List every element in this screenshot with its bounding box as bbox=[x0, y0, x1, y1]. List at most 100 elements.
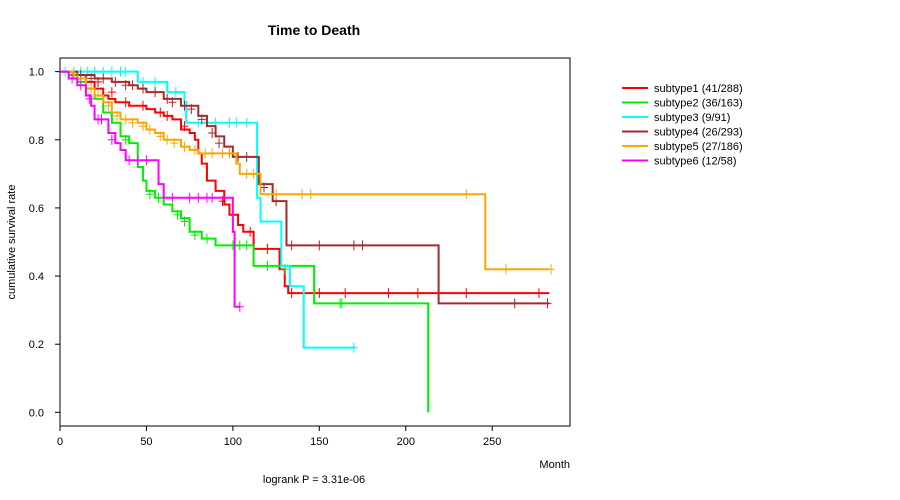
censor-mark bbox=[272, 189, 281, 200]
censor-mark bbox=[208, 148, 217, 159]
censor-mark bbox=[225, 117, 234, 128]
logrank-annotation: logrank P = 3.31e-06 bbox=[263, 474, 365, 486]
censor-mark bbox=[94, 90, 103, 101]
censor-mark bbox=[121, 66, 130, 77]
survival-curve bbox=[60, 70, 240, 308]
y-tick-label: 0.2 bbox=[29, 339, 44, 351]
censor-mark bbox=[138, 121, 147, 132]
censor-mark bbox=[215, 138, 224, 149]
censor-mark bbox=[171, 87, 180, 98]
x-tick-label: 200 bbox=[397, 436, 415, 448]
legend-entry: subtype3 (9/91) bbox=[654, 112, 730, 124]
censor-mark bbox=[242, 168, 251, 179]
censor-mark bbox=[201, 148, 210, 159]
legend-entry: subtype1 (41/288) bbox=[654, 83, 743, 95]
y-tick-label: 0.4 bbox=[29, 271, 44, 283]
censor-mark bbox=[228, 240, 237, 251]
censor-mark bbox=[156, 107, 165, 118]
censor-mark bbox=[97, 114, 106, 125]
censor-mark bbox=[145, 124, 154, 135]
censor-mark bbox=[235, 240, 244, 251]
censor-mark bbox=[138, 100, 147, 111]
x-tick-label: 150 bbox=[310, 436, 328, 448]
censor-mark bbox=[145, 189, 154, 200]
censor-mark bbox=[190, 230, 199, 241]
censor-mark bbox=[180, 100, 189, 111]
censor-mark bbox=[246, 226, 255, 237]
chart-title: Time to Death bbox=[268, 22, 360, 38]
survival-curve bbox=[60, 70, 356, 349]
censor-mark bbox=[156, 131, 165, 142]
censor-mark bbox=[384, 288, 393, 299]
censor-mark bbox=[107, 87, 116, 98]
censor-mark bbox=[99, 73, 108, 84]
censor-mark bbox=[358, 240, 367, 251]
censor-mark bbox=[287, 240, 296, 251]
censor-mark bbox=[202, 233, 211, 244]
censor-mark bbox=[107, 134, 116, 145]
censor-mark bbox=[142, 155, 151, 166]
legend-entry: subtype4 (26/293) bbox=[654, 127, 743, 139]
censor-mark bbox=[113, 110, 122, 121]
censor-mark bbox=[315, 240, 324, 251]
censor-mark bbox=[133, 155, 142, 166]
censor-mark bbox=[111, 76, 120, 87]
censor-mark bbox=[168, 192, 177, 203]
series-5 bbox=[60, 70, 555, 275]
censor-mark bbox=[349, 240, 358, 251]
x-axis-label: Month bbox=[539, 459, 570, 471]
legend-entry: subtype6 (12/58) bbox=[654, 156, 737, 168]
series-3 bbox=[60, 66, 358, 353]
x-tick-label: 0 bbox=[57, 436, 63, 448]
censor-mark bbox=[121, 114, 130, 125]
censor-mark bbox=[151, 87, 160, 98]
censor-mark bbox=[173, 209, 182, 220]
y-tick-label: 0.0 bbox=[29, 407, 44, 419]
censor-mark bbox=[185, 192, 194, 203]
censor-mark bbox=[107, 66, 116, 77]
censor-mark bbox=[168, 97, 177, 108]
censor-mark bbox=[121, 80, 130, 91]
censor-mark bbox=[208, 192, 217, 203]
censor-mark bbox=[287, 288, 296, 299]
censor-mark bbox=[242, 240, 251, 251]
censor-mark bbox=[121, 134, 130, 145]
censor-mark bbox=[298, 189, 307, 200]
legend: subtype1 (41/288) subtype2 (36/163) subtyp… bbox=[622, 83, 743, 168]
y-tick-label: 1.0 bbox=[29, 67, 44, 79]
censor-mark bbox=[413, 288, 422, 299]
series-6 bbox=[60, 70, 244, 312]
censor-mark bbox=[104, 100, 113, 111]
censor-mark bbox=[263, 260, 272, 271]
y-tick-label: 0.6 bbox=[29, 203, 44, 215]
censor-mark bbox=[235, 301, 244, 312]
censor-mark bbox=[510, 298, 519, 309]
y-tick-label: 0.8 bbox=[29, 135, 44, 147]
censor-mark bbox=[502, 264, 511, 275]
censor-mark bbox=[76, 80, 85, 91]
censor-mark bbox=[180, 216, 189, 227]
censor-mark bbox=[225, 148, 234, 159]
censor-mark bbox=[163, 110, 172, 121]
censor-mark bbox=[151, 76, 160, 87]
legend-entry: subtype2 (36/163) bbox=[654, 98, 743, 110]
censor-mark bbox=[121, 97, 130, 108]
censor-mark bbox=[242, 117, 251, 128]
x-tick-label: 250 bbox=[483, 436, 501, 448]
censor-mark bbox=[68, 73, 77, 84]
survival-curve bbox=[60, 70, 550, 295]
x-tick-label: 100 bbox=[224, 436, 242, 448]
censor-mark bbox=[180, 141, 189, 152]
censor-mark bbox=[190, 145, 199, 155]
censor-mark bbox=[341, 288, 350, 299]
censor-mark bbox=[462, 189, 471, 200]
survival-curve bbox=[60, 70, 550, 271]
series-layer bbox=[60, 66, 555, 413]
censor-mark bbox=[87, 73, 96, 84]
censor-mark bbox=[170, 138, 179, 149]
censor-mark bbox=[232, 117, 241, 128]
censor-mark bbox=[546, 264, 555, 275]
censor-mark bbox=[187, 104, 196, 115]
censor-mark bbox=[534, 288, 543, 299]
censor-mark bbox=[543, 298, 552, 309]
